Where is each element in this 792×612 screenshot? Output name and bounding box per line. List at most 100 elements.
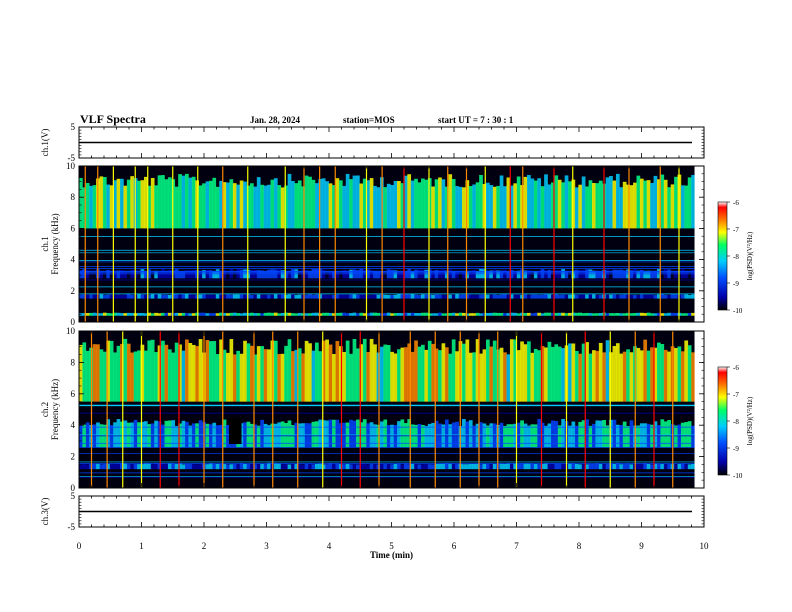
spectrogram-cell [482,349,487,402]
spectrogram-cell [229,339,234,402]
spectrogram-cell [441,294,446,299]
spectrogram-cell [369,294,374,299]
spectrogram-cell [568,294,572,299]
spectrogram-cell [667,312,671,316]
spectrogram-cell [106,313,111,316]
spectrogram-cell [639,312,644,316]
spectrogram-cell [219,293,223,299]
spectrogram-cell [547,312,552,316]
spectrogram-cell [143,421,148,448]
spectrogram-cell [544,312,548,316]
spectrogram-cell [232,354,237,402]
spectrogram-cell [557,425,562,448]
spectrogram-cell [338,270,343,279]
spectrogram-cell [154,312,158,316]
spectrogram-cell [598,271,603,279]
spectrogram-cell [267,349,271,402]
spectrogram-cell [513,463,518,470]
spectrogram-cell [226,464,230,470]
spectrogram-cell [222,464,227,470]
spectrogram-cell [181,312,186,316]
spectrogram-cell [226,313,230,316]
spectrogram-cell [308,463,312,470]
x-tick-label: 6 [452,541,457,551]
spectrogram-cell [260,419,264,448]
spectrogram-cell [321,294,326,299]
spectrogram-cell [311,421,316,448]
spectrogram-cell [455,313,459,316]
spectrogram-cell [503,313,507,316]
spectrogram-cell [550,182,555,229]
spectrogram-cell [356,464,360,470]
spectrogram-cell [352,312,357,316]
spectrogram-cell [390,184,394,229]
spectrogram-cell [277,293,282,299]
spectrogram-cell [674,464,678,470]
spectrogram-cell [633,182,637,229]
spectrogram-cell [441,313,446,316]
spectrogram-cell [427,464,432,470]
spectrogram-cell [236,463,241,470]
spectrogram-cell [509,294,514,299]
spectrogram-cell [540,294,545,299]
spectrogram-cell [157,313,162,316]
spectrogram-cell [195,180,200,229]
spectrogram-cell [256,463,261,470]
spectrogram-cell [448,174,453,229]
spectrogram-cell [109,185,114,229]
spectrogram-cell [609,313,613,316]
spectrogram-cell [373,344,377,402]
spectrogram-cell [270,312,275,316]
spectrogram-cell [414,313,418,316]
spectrogram-cell [253,294,258,299]
spectrogram-cell [79,294,83,299]
spectrogram-cell [161,175,165,229]
spectrogram-cell [232,294,237,299]
spectrogram-cell [496,312,500,316]
spectrogram-cell [448,294,453,299]
spectrogram-cell [335,419,340,448]
spectrogram-cell [595,350,600,402]
spectrogram-cell [301,464,306,470]
spectrogram-cell [451,312,456,316]
spectrogram-cell [615,173,620,229]
spectrogram-cell [605,463,610,470]
spectrogram-cell [120,343,124,402]
spectrogram-cell [615,343,620,402]
spectrogram-cell [557,463,562,470]
spectrogram-cell [308,313,312,316]
spectrogram-cell [140,464,145,470]
spectrogram-cell [612,345,617,402]
spectrogram-cell [188,425,193,448]
spectrogram-cell [208,180,213,229]
spectrogram-cell [130,312,135,316]
spectrogram-cell [657,312,661,316]
spectrogram-cell [605,425,610,448]
spectrogram-cell [85,313,90,316]
spectrogram-cell [424,294,429,299]
spectrogram-cell [167,349,172,402]
spectrogram-cell [578,464,583,470]
spectrogram-cell [533,312,538,316]
spectrogram-cell [465,421,470,448]
spectrogram-cell [509,464,514,470]
spectrogram-cell [366,352,371,402]
date-label: Jan. 28, 2024 [250,115,301,125]
spectrogram-cell [472,463,477,470]
spectrogram-cell [291,294,295,299]
spectrogram-cell [287,464,292,470]
spectrogram-cell [544,270,548,279]
spectrogram-cell [571,312,576,316]
spectrogram-cell [304,175,309,229]
spectrogram-cell [178,294,182,299]
spectrogram-cell [120,294,124,299]
spectrogram-cell [547,341,552,402]
spectrogram-cell [287,312,292,316]
spectrogram-cell [82,294,87,299]
spectrogram-cell [544,462,548,470]
spectrogram-cell [386,312,391,316]
spectrogram-cell [540,186,545,229]
spectrogram-cell [588,313,593,316]
spectrogram-cell [226,270,230,279]
spectrogram-cell [674,270,678,279]
